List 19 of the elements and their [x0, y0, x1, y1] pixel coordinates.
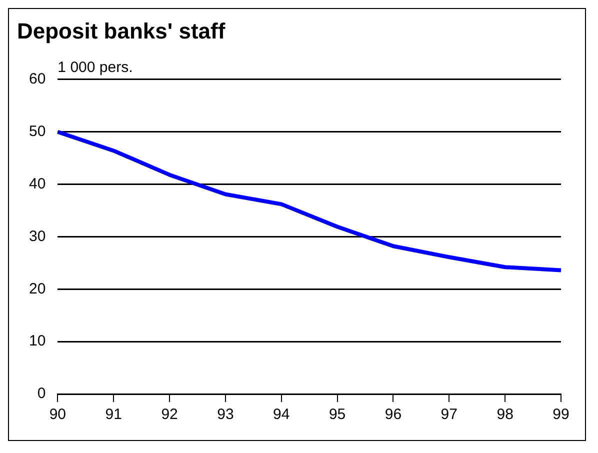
x-tick-label: 92 [161, 406, 178, 424]
y-tick-label: 60 [28, 70, 46, 88]
y-tick-label: 50 [28, 122, 46, 140]
x-tick-label: 91 [105, 406, 122, 424]
x-tick-label: 97 [440, 406, 458, 424]
y-axis-title: 1 000 pers. [58, 59, 133, 76]
y-tick-label: 30 [28, 228, 46, 245]
chart-title: Deposit banks' staff [17, 18, 226, 44]
y-tick-label: 10 [28, 332, 46, 350]
y-tick-label: 40 [28, 175, 46, 192]
x-tick-label: 94 [273, 406, 290, 424]
x-tick-label: 95 [328, 406, 346, 424]
x-tick-label: 93 [217, 406, 234, 424]
y-tick-label: 0 [37, 385, 46, 402]
x-tick-label: 96 [384, 406, 402, 424]
x-tick-label: 99 [552, 406, 570, 424]
x-tick-label: 98 [496, 406, 514, 424]
x-tick-label: 90 [49, 406, 66, 424]
y-tick-label: 20 [28, 280, 46, 298]
